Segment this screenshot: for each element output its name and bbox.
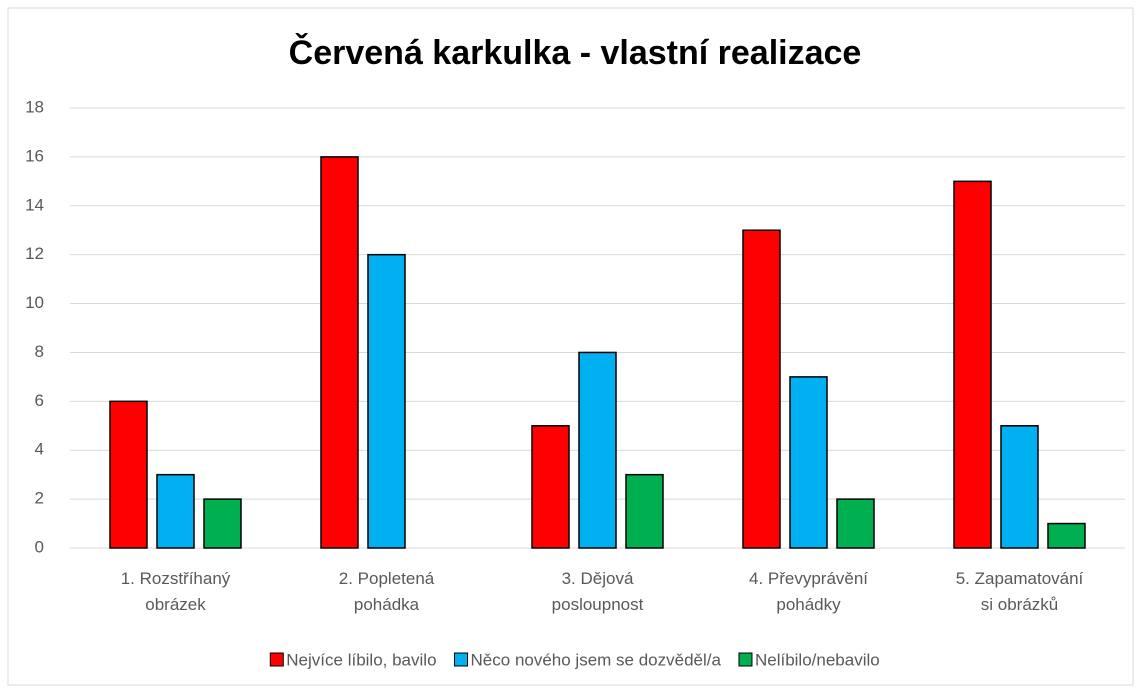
y-tick-label: 4 bbox=[35, 440, 44, 459]
legend-swatch bbox=[738, 652, 753, 667]
y-tick-label: 6 bbox=[35, 391, 44, 410]
y-tick-label: 0 bbox=[35, 537, 44, 556]
x-tick-label: 3. Dějová posloupnost bbox=[552, 569, 644, 614]
x-tick-label: 5. Zapamatování si obrázků bbox=[956, 569, 1084, 614]
bar bbox=[742, 229, 781, 549]
bar bbox=[531, 425, 570, 549]
chart-border bbox=[7, 7, 1134, 686]
bar bbox=[836, 498, 875, 549]
bar bbox=[789, 376, 828, 549]
bar bbox=[625, 473, 664, 549]
bar bbox=[578, 351, 617, 549]
bar bbox=[367, 253, 406, 549]
x-tick-label: 2. Popletená pohádka bbox=[339, 569, 435, 614]
x-tick-label: 4. Převyprávění pohádky bbox=[749, 569, 868, 614]
y-tick-label: 10 bbox=[25, 293, 44, 312]
bar bbox=[156, 473, 195, 549]
y-tick-label: 16 bbox=[25, 146, 44, 165]
legend-swatch bbox=[269, 652, 284, 667]
y-tick-label: 18 bbox=[25, 97, 44, 116]
bar bbox=[1000, 425, 1039, 549]
y-tick-label: 14 bbox=[25, 195, 44, 214]
y-tick-label: 12 bbox=[25, 244, 44, 263]
legend-swatch bbox=[454, 652, 469, 667]
bar bbox=[203, 498, 242, 549]
legend-label: Nelíbilo/nebavilo bbox=[755, 650, 880, 669]
legend-label: Nejvíce líbilo, bavilo bbox=[286, 650, 436, 669]
legend-label: Něco nového jsem se dozvěděl/a bbox=[471, 650, 722, 669]
bar bbox=[109, 400, 148, 549]
y-tick-label: 2 bbox=[35, 489, 44, 508]
legend: Nejvíce líbilo, bavilo Něco nového jsem s… bbox=[269, 650, 880, 669]
chart-title: Červená karkulka - vlastní realizace bbox=[289, 33, 862, 72]
x-tick-label: 1. Rozstříhaný obrázek bbox=[121, 569, 231, 614]
bar bbox=[1047, 522, 1086, 549]
y-tick-label: 8 bbox=[35, 342, 44, 361]
bar bbox=[320, 156, 359, 549]
bar bbox=[953, 180, 992, 549]
